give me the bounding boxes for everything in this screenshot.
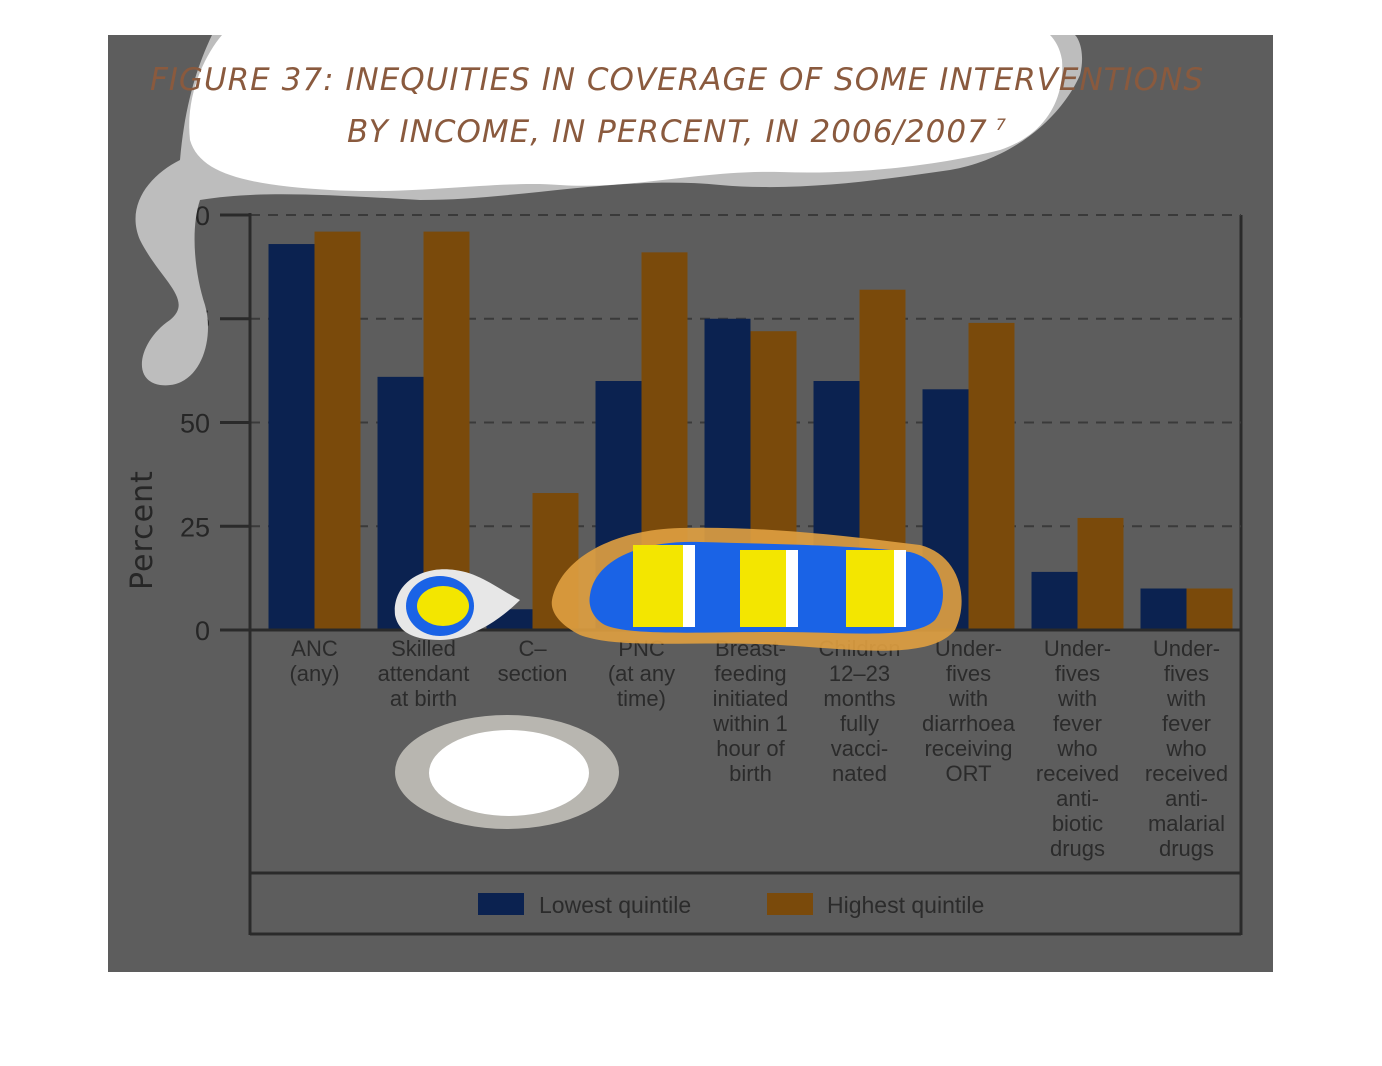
bar-lowest [1031, 571, 1078, 630]
x-category-label: Under-fives with fever who received anti-mala… [1145, 636, 1228, 861]
x-category-label: ANC (any) [289, 636, 339, 686]
x-category-label: Under-fives with diarrhoea receiving ORT [922, 636, 1016, 786]
bar-highest [1186, 588, 1233, 630]
highlight-stripe-1 [633, 545, 683, 627]
legend-label-lowest: Lowest quintile [539, 892, 691, 918]
title-cloud [189, 35, 1063, 192]
highlight-stripe-gap-3 [894, 550, 906, 627]
highlight-stripe-3 [846, 550, 894, 627]
bar-lowest [1140, 588, 1187, 630]
chart-subtitle: BY INCOME, IN PERCENT, IN 2006/2007 7 [347, 114, 1007, 150]
bar-highest [968, 322, 1015, 630]
y-axis-label: Percent [125, 470, 160, 590]
legend-swatch-lowest [478, 893, 524, 915]
x-category-label: Skilled attendant at birth [378, 636, 470, 711]
legend-swatch-highest [767, 893, 813, 915]
redaction-oval [429, 730, 589, 816]
x-category-label: Under-fives with fever who received anti-biot… [1036, 636, 1119, 861]
y-tick-label: 50 [180, 409, 210, 439]
highlight-stripe-gap-1 [683, 545, 695, 627]
x-category-label: C– section [498, 636, 568, 686]
x-category-label: PNC (at any time) [608, 636, 675, 711]
bar-highest [314, 231, 361, 630]
x-category-label: Breast-feeding initiated within 1 hour of bi… [712, 636, 788, 786]
y-tick-label: 25 [180, 512, 210, 542]
bar-highest [1077, 517, 1124, 630]
title-superscript: 7 [996, 115, 1007, 134]
chart-title: FIGURE 37: INEQUITIES IN COVERAGE OF SOM… [150, 62, 1204, 98]
highlight-stripe-gap-2 [786, 550, 798, 627]
x-category-labels: ANC (any) Skilled attendant at birth C– sectio… [289, 636, 1228, 861]
highlight-stripe-2 [740, 550, 786, 627]
bars [268, 231, 1233, 631]
highlight-blob-small-core [417, 586, 469, 626]
bar-highest [423, 231, 470, 630]
legend-label-highest: Highest quintile [827, 892, 984, 918]
y-tick-label: 0 [195, 616, 210, 646]
bar-lowest [268, 244, 315, 631]
